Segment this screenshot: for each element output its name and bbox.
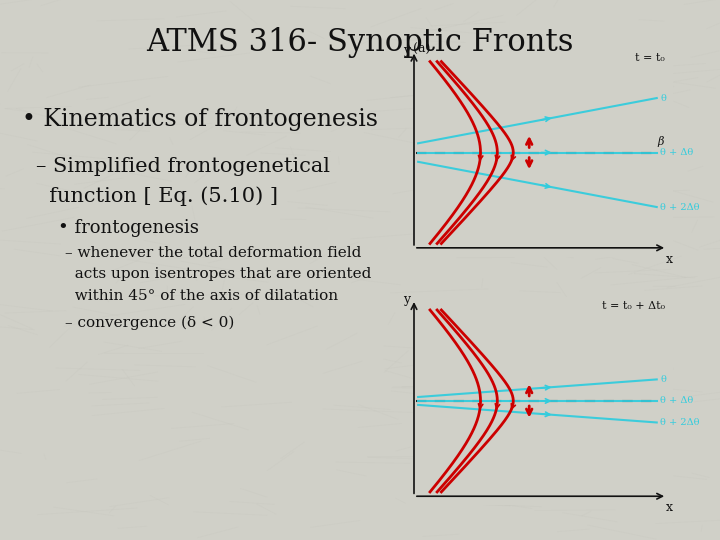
Text: (a): (a)	[413, 43, 431, 56]
Text: θ: θ	[660, 93, 666, 103]
Text: y: y	[402, 44, 410, 57]
Text: ATMS 316- Synoptic Fronts: ATMS 316- Synoptic Fronts	[146, 27, 574, 58]
Text: y: y	[402, 293, 410, 306]
Text: within 45° of the axis of dilatation: within 45° of the axis of dilatation	[65, 289, 338, 303]
Text: t = t₀: t = t₀	[635, 53, 665, 63]
Text: function [ Eq. (5.10) ]: function [ Eq. (5.10) ]	[36, 186, 278, 206]
Text: θ + 2Δθ: θ + 2Δθ	[660, 202, 700, 212]
Text: θ + Δθ: θ + Δθ	[660, 148, 693, 157]
Text: x: x	[665, 253, 672, 266]
Text: β: β	[657, 137, 664, 147]
Text: – convergence (δ < 0): – convergence (δ < 0)	[65, 316, 234, 330]
Text: t = t₀ + Δt₀: t = t₀ + Δt₀	[602, 301, 665, 312]
Text: • Kinematics of frontogenesis: • Kinematics of frontogenesis	[22, 108, 377, 131]
Text: acts upon isentropes that are oriented: acts upon isentropes that are oriented	[65, 267, 372, 281]
Text: θ + 2Δθ: θ + 2Δθ	[660, 418, 700, 427]
Text: • frontogenesis: • frontogenesis	[58, 219, 199, 237]
Text: – whenever the total deformation field: – whenever the total deformation field	[65, 246, 361, 260]
Text: θ + Δθ: θ + Δθ	[660, 396, 693, 406]
Text: x: x	[665, 502, 672, 515]
Text: – Simplified frontogenetical: – Simplified frontogenetical	[36, 157, 330, 176]
Text: θ: θ	[660, 375, 666, 384]
